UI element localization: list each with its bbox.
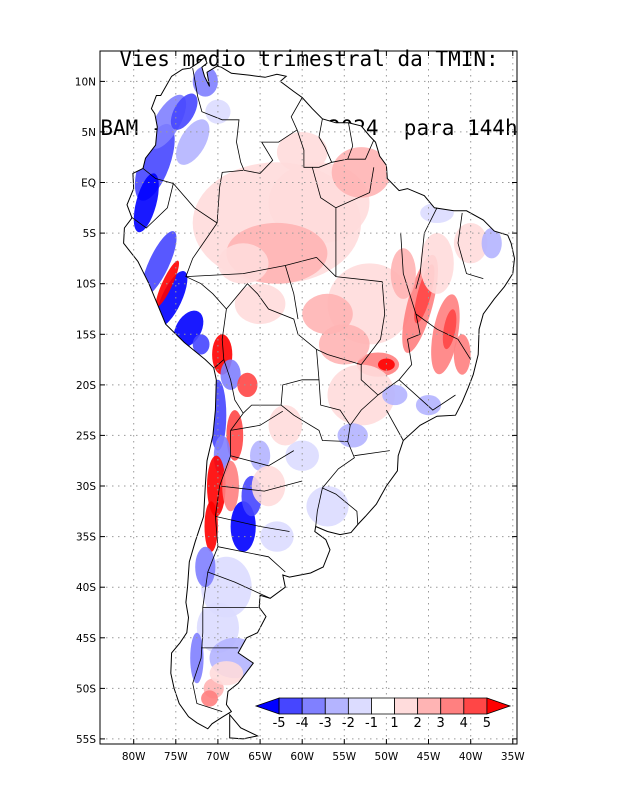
colorbar-swatch — [486, 697, 512, 715]
lat-tick-label: 50S — [76, 683, 96, 695]
lat-lon-grid — [100, 51, 517, 744]
colorbar-swatch — [278, 697, 303, 715]
lat-tick-label: 5S — [83, 228, 97, 240]
coastline — [123, 56, 516, 740]
lon-tick-label: 75W — [164, 751, 188, 763]
colorbar-swatch — [371, 697, 395, 715]
colorbar-swatch — [463, 697, 488, 715]
lon-tick-label: 55W — [332, 751, 356, 763]
lat-tick-label: 25S — [76, 430, 96, 442]
colorbar-swatch — [394, 697, 419, 715]
lat-tick-label: 15S — [76, 329, 96, 341]
colorbar-label: -2 — [342, 716, 355, 731]
colorbar-label: 4 — [460, 716, 468, 731]
lat-tick-label: 45S — [76, 633, 96, 645]
colorbar-label: 2 — [413, 716, 421, 731]
colorbar-label: -3 — [319, 716, 332, 731]
lon-tick-label: 70W — [206, 751, 230, 763]
colorbar-label: 1 — [390, 716, 398, 731]
map-frame — [99, 50, 518, 745]
lat-tick-label: 55S — [76, 734, 96, 746]
lon-tick-label: 35W — [501, 751, 525, 763]
lat-tick-label: 40S — [76, 582, 96, 594]
colorbar-label: 5 — [483, 716, 491, 731]
lon-tick-label: 60W — [290, 751, 314, 763]
lon-tick-label: 65W — [248, 751, 272, 763]
lon-tick-label: 40W — [459, 751, 483, 763]
colorbar-label: -5 — [273, 716, 286, 731]
lat-tick-label: 10S — [76, 279, 96, 291]
colorbar-swatch — [347, 697, 372, 715]
colorbar-swatch — [324, 697, 349, 715]
lat-tick-label: 5N — [81, 127, 96, 139]
lat-tick-label: EQ — [81, 178, 96, 190]
lat-tick-label: 10N — [75, 76, 96, 88]
lon-tick-label: 50W — [375, 751, 399, 763]
lat-tick-label: 35S — [76, 532, 96, 544]
map-plot-area — [100, 51, 517, 744]
lat-tick-label: 30S — [76, 481, 96, 493]
colorbar-label: -4 — [296, 716, 309, 731]
colorbar-swatch — [440, 697, 465, 715]
axis-labels: 10N 5N EQ 5S 10S 15S 20S 25S 30S 35S 40S 45S 50S 55S 8… — [75, 51, 525, 763]
colorbar: -5 -4 -3 -2 -1 1 2 3 4 5 — [254, 697, 512, 731]
title-line-1: Vies medio trimestral da TMIN: — [119, 47, 499, 71]
lat-tick-label: 20S — [76, 380, 96, 392]
colorbar-swatch — [301, 697, 326, 715]
colorbar-swatch — [254, 697, 280, 715]
country-borders — [130, 68, 484, 712]
lon-tick-label: 45W — [417, 751, 441, 763]
lon-tick-label: 80W — [122, 751, 146, 763]
colorbar-swatch — [417, 697, 442, 715]
colorbar-label: -1 — [365, 716, 378, 731]
colorbar-label: 3 — [437, 716, 445, 731]
